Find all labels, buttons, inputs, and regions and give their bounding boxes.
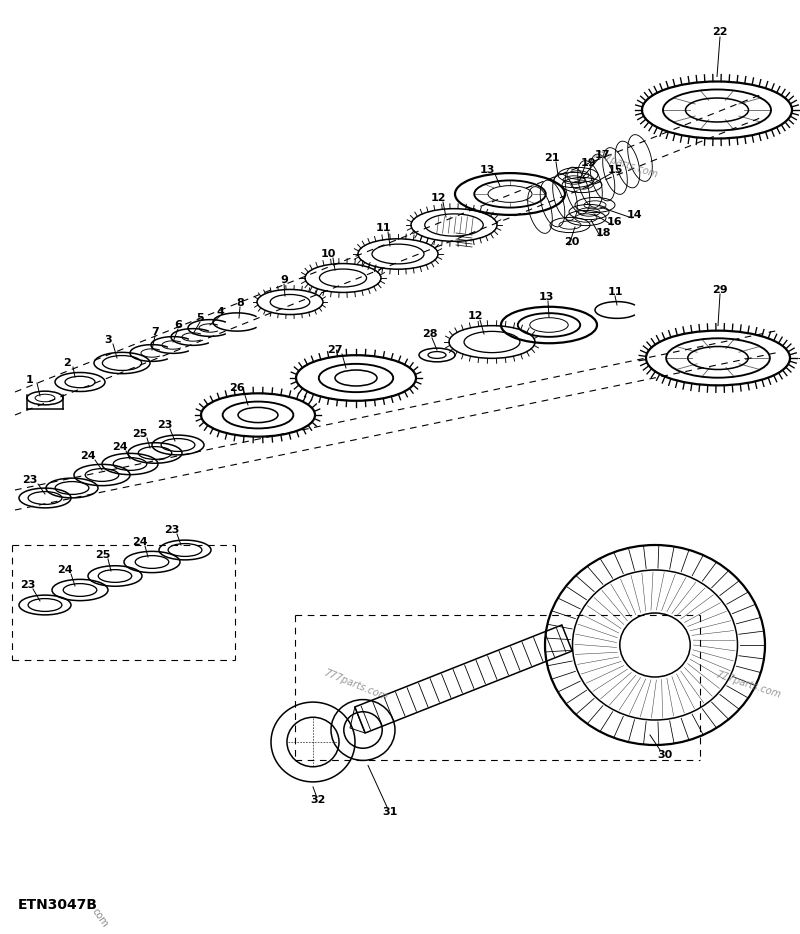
Text: 14: 14: [627, 210, 643, 220]
Text: 11: 11: [375, 223, 390, 233]
Text: 32: 32: [310, 795, 326, 805]
Text: 31: 31: [382, 807, 398, 817]
Text: 12: 12: [430, 193, 446, 203]
Text: 18: 18: [595, 228, 610, 238]
Text: 12: 12: [467, 311, 482, 321]
Text: 29: 29: [712, 285, 728, 295]
Text: 777parts.com: 777parts.com: [591, 149, 659, 180]
Text: 23: 23: [158, 420, 173, 430]
Text: 20: 20: [564, 237, 580, 247]
Text: 8: 8: [236, 298, 244, 308]
Text: 777parts.com: 777parts.com: [714, 670, 782, 700]
Text: 24: 24: [80, 451, 96, 461]
Text: 25: 25: [95, 550, 110, 560]
Text: 24: 24: [57, 565, 73, 575]
Text: 15: 15: [607, 165, 622, 175]
Text: 25: 25: [132, 429, 148, 439]
Text: 27: 27: [327, 345, 342, 355]
Text: 23: 23: [20, 580, 36, 590]
Text: 5: 5: [196, 313, 204, 323]
Text: 4: 4: [216, 307, 224, 317]
Text: 21: 21: [544, 153, 560, 163]
Text: 13: 13: [479, 165, 494, 175]
Text: 28: 28: [422, 329, 438, 339]
Text: ETN3047B: ETN3047B: [18, 898, 98, 912]
Text: 13: 13: [538, 292, 554, 302]
Text: 26: 26: [229, 383, 245, 393]
Text: 11: 11: [607, 287, 622, 297]
Text: 777parts.com: 777parts.com: [322, 668, 388, 702]
Text: 24: 24: [132, 537, 148, 547]
Text: 6: 6: [174, 320, 182, 330]
Text: 1: 1: [26, 375, 34, 385]
Text: 23: 23: [22, 475, 38, 485]
Text: 30: 30: [658, 750, 673, 760]
Text: 19: 19: [580, 158, 596, 168]
Text: 7: 7: [151, 327, 159, 337]
Text: 22: 22: [712, 27, 728, 37]
Text: 17: 17: [594, 150, 610, 160]
Text: 9: 9: [280, 275, 288, 285]
Text: 23: 23: [164, 525, 180, 535]
Text: 3: 3: [104, 335, 112, 345]
Text: 16: 16: [607, 217, 623, 227]
Text: com: com: [90, 907, 110, 929]
Text: 24: 24: [112, 442, 128, 452]
Text: 2: 2: [63, 358, 71, 368]
Text: 10: 10: [320, 249, 336, 259]
